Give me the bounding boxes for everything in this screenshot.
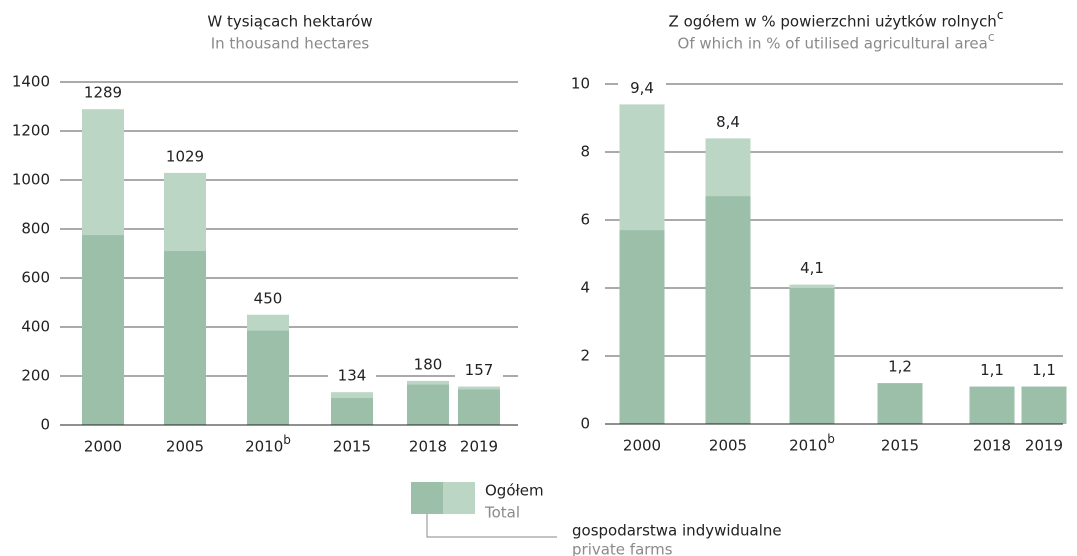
bar: [969, 386, 1015, 424]
chart-subtitle: In thousand hectares: [211, 35, 370, 53]
data-label: 4,1: [800, 259, 824, 277]
label-background: [788, 258, 836, 279]
x-tick-label: 2010b: [245, 433, 291, 456]
data-label: 134: [338, 367, 367, 385]
bar: [82, 235, 124, 425]
y-tick-label: 4: [580, 279, 590, 297]
y-tick-label: 800: [21, 220, 50, 238]
x-tick-label: 2000: [623, 437, 661, 455]
data-label: 1,2: [888, 358, 912, 376]
data-label: 1,1: [980, 361, 1004, 379]
x-tick-label: 2019: [1025, 437, 1063, 455]
y-tick-label: 600: [21, 269, 50, 287]
y-tick-label: 6: [580, 211, 590, 229]
label-background: [968, 360, 1016, 381]
data-label: 1289: [84, 84, 122, 102]
bar: [247, 330, 289, 425]
data-label: 1,1: [1032, 361, 1056, 379]
legend-private-en: private farms: [572, 541, 673, 556]
label-background: [161, 146, 209, 167]
x-tick-label: 2005: [166, 438, 204, 456]
y-tick-label: 400: [21, 318, 50, 336]
superscript: c: [997, 8, 1004, 22]
chart-subtitle: Of which in % of utilised agricultural a…: [678, 30, 995, 53]
y-tick-label: 0: [580, 415, 590, 433]
label-background: [1020, 360, 1068, 381]
legend-private-pl: gospodarstwa indywidualne: [572, 522, 782, 540]
bar: [458, 389, 500, 425]
label-background: [704, 112, 752, 133]
y-tick-label: 8: [580, 143, 590, 161]
label-background: [328, 366, 376, 387]
y-tick-label: 0: [40, 416, 50, 434]
superscript: b: [283, 433, 291, 447]
bar: [619, 230, 665, 424]
data-label: 8,4: [716, 113, 740, 131]
x-tick-label: 2019: [460, 438, 498, 456]
superscript: b: [827, 432, 835, 446]
y-tick-label: 1200: [12, 122, 50, 140]
label-background: [79, 83, 127, 104]
x-tick-label: 2010b: [789, 432, 835, 455]
y-tick-label: 2: [580, 347, 590, 365]
x-tick-label: 2018: [409, 438, 447, 456]
data-label: 450: [254, 289, 283, 307]
bar: [407, 384, 449, 425]
bar: [789, 288, 835, 424]
bar: [705, 196, 751, 424]
legend-total-en: Total: [484, 504, 520, 522]
data-label: 157: [465, 361, 494, 379]
x-tick-label: 2015: [881, 437, 919, 455]
bar: [331, 398, 373, 425]
superscript: c: [988, 30, 995, 44]
y-tick-label: 1400: [12, 73, 50, 91]
bar: [1021, 386, 1067, 424]
legend-connector: [426, 514, 557, 538]
label-background: [244, 288, 292, 309]
legend-swatch-total: [443, 482, 475, 514]
label-background: [404, 354, 452, 375]
bar: [877, 383, 923, 424]
bar: [164, 251, 206, 425]
label-background: [618, 78, 666, 99]
x-tick-label: 2000: [84, 438, 122, 456]
y-tick-label: 200: [21, 367, 50, 385]
data-label: 1029: [166, 147, 204, 165]
label-background: [876, 357, 924, 378]
label-background: [455, 360, 503, 381]
legend-total-pl: Ogółem: [485, 482, 544, 500]
x-tick-label: 2015: [333, 438, 371, 456]
y-tick-label: 10: [571, 75, 590, 93]
chart-title: Z ogółem w % powierzchni użytków rolnych…: [669, 8, 1004, 31]
x-tick-label: 2005: [709, 437, 747, 455]
chart-title: W tysiącach hektarów: [207, 13, 372, 31]
data-label: 180: [414, 355, 443, 373]
legend-swatch-private: [411, 482, 443, 514]
x-tick-label: 2018: [973, 437, 1011, 455]
y-tick-label: 1000: [12, 171, 50, 189]
data-label: 9,4: [630, 79, 654, 97]
